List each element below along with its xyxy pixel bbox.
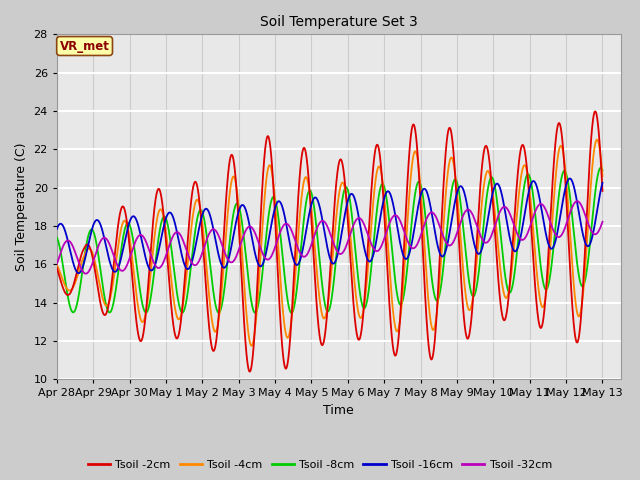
Text: VR_met: VR_met	[60, 39, 109, 52]
Legend: Tsoil -2cm, Tsoil -4cm, Tsoil -8cm, Tsoil -16cm, Tsoil -32cm: Tsoil -2cm, Tsoil -4cm, Tsoil -8cm, Tsoi…	[83, 456, 557, 474]
Y-axis label: Soil Temperature (C): Soil Temperature (C)	[15, 143, 28, 271]
X-axis label: Time: Time	[323, 404, 354, 417]
Title: Soil Temperature Set 3: Soil Temperature Set 3	[260, 15, 418, 29]
